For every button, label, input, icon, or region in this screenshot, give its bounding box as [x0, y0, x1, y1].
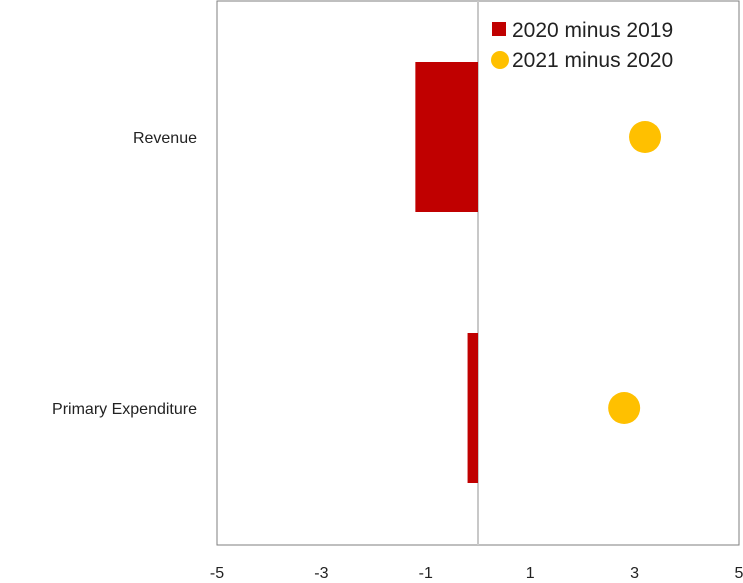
legend-swatch-circle: [491, 51, 509, 69]
x-tick-label: 1: [526, 565, 535, 582]
x-tick-label: -5: [210, 565, 224, 582]
bar-2020-minus-2019-primary-expenditure: [467, 333, 478, 483]
dot-2021-minus-2020-revenue: [629, 121, 662, 153]
x-tick-label: -1: [419, 565, 433, 582]
legend-label-2020-minus-2019: 2020 minus 2019: [512, 19, 673, 42]
category-label-revenue: Revenue: [133, 130, 197, 147]
dot-series: [608, 121, 662, 424]
x-tick-label: -3: [314, 565, 328, 582]
bar-2020-minus-2019-revenue: [415, 62, 478, 212]
category-labels: Revenue Primary Expenditure: [52, 130, 197, 418]
x-axis-ticks: -5 -3 -1 1 3 5: [210, 565, 743, 582]
bar-series: [415, 62, 478, 483]
legend-label-2021-minus-2020: 2021 minus 2020: [512, 49, 673, 72]
dot-2021-minus-2020-primary-expenditure: [608, 392, 641, 424]
legend-swatch-square: [492, 22, 506, 36]
legend: 2020 minus 2019 2021 minus 2020: [491, 19, 673, 72]
category-label-primary-expenditure: Primary Expenditure: [52, 401, 197, 418]
x-tick-label: 5: [735, 565, 743, 582]
x-tick-label: 3: [630, 565, 639, 582]
